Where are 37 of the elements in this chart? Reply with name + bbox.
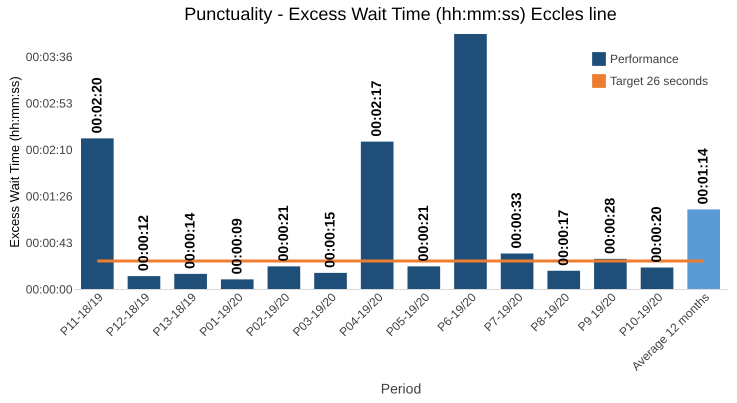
x-axis-title: Period [380, 380, 422, 397]
data-label: 00:00:14 [182, 212, 198, 269]
data-label: 00:00:15 [322, 212, 338, 268]
legend-label: Performance [610, 52, 680, 66]
data-label: 00:00:12 [134, 214, 151, 272]
y-tick-label: 00:00:00 [26, 282, 73, 296]
bar [454, 34, 487, 289]
y-tick-label: 00:02:10 [26, 143, 73, 158]
bar [268, 266, 300, 289]
bar [500, 253, 534, 289]
bar [314, 272, 347, 289]
y-tick-label: 00:02:53 [26, 96, 73, 111]
bar [407, 266, 440, 289]
data-label: 00:00:09 [228, 218, 244, 274]
bar [640, 267, 674, 289]
data-label: 00:00:20 [648, 206, 664, 262]
data-label: 00:00:28 [601, 198, 618, 254]
bar [174, 274, 207, 289]
bar [80, 138, 114, 289]
y-tick-label: 00:03:36 [26, 50, 73, 64]
data-label: 00:00:21 [274, 205, 291, 262]
data-label: 00:01:14 [694, 148, 711, 204]
chart-title: Punctuality - Excess Wait Time (hh:mm:ss) Eccles line [184, 4, 617, 24]
data-label: 00:00:17 [554, 209, 571, 266]
bar [128, 276, 160, 289]
y-axis-title: Excess Wait Time (hh:mm:ss) [6, 76, 22, 248]
legend-label: Target 26 seconds [610, 74, 708, 88]
data-label: 00:02:20 [88, 77, 104, 134]
bar [547, 270, 580, 289]
data-label: 00:00:21 [414, 205, 431, 262]
bar [220, 279, 254, 289]
bar [687, 209, 720, 289]
y-tick-label: 00:01:26 [26, 190, 73, 204]
data-label: 00:00:33 [508, 192, 524, 248]
bar [360, 142, 394, 289]
y-tick-label: 00:00:43 [26, 236, 73, 250]
data-label: 00:02:17 [368, 80, 384, 137]
